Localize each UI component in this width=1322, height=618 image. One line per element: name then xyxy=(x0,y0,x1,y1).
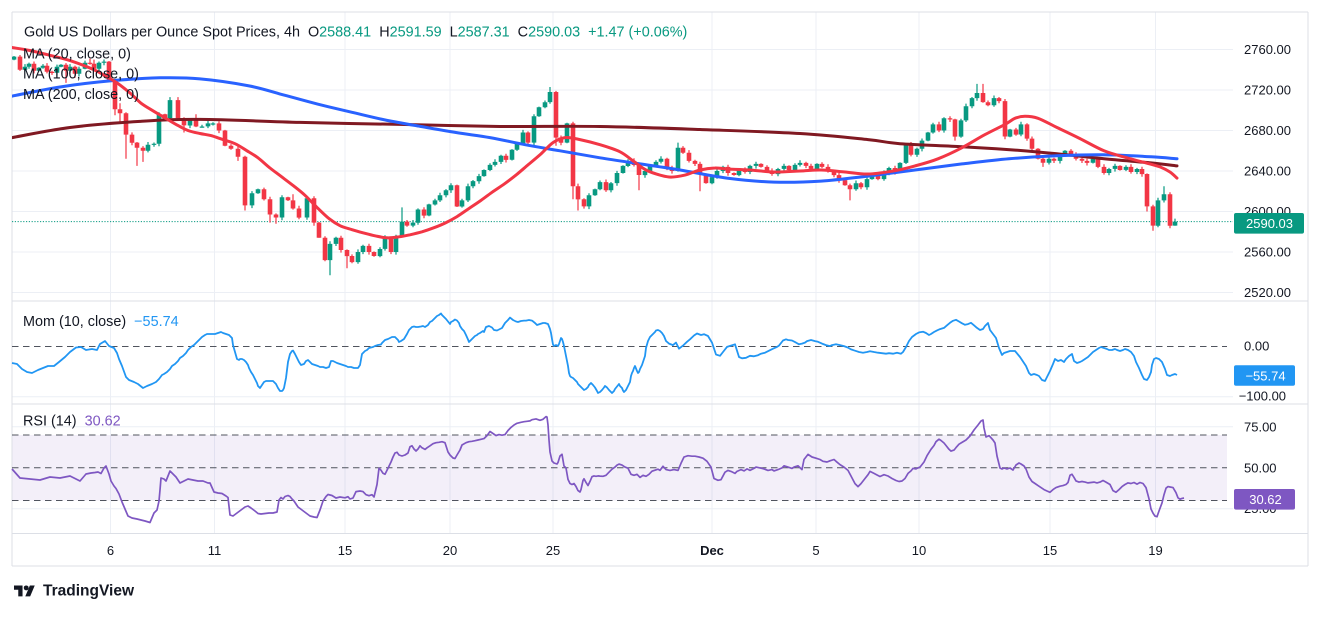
svg-text:0.00: 0.00 xyxy=(1244,339,1269,354)
svg-text:−55.74: −55.74 xyxy=(1245,368,1285,383)
svg-text:2640.00: 2640.00 xyxy=(1244,164,1291,179)
svg-text:2720.00: 2720.00 xyxy=(1244,83,1291,98)
svg-text:TradingView: TradingView xyxy=(43,583,135,600)
svg-text:2590.03: 2590.03 xyxy=(1246,216,1293,231)
svg-text:19: 19 xyxy=(1148,543,1162,558)
svg-text:20: 20 xyxy=(443,543,457,558)
svg-text:Gold US Dollars per Ounce Spot: Gold US Dollars per Ounce Spot Prices, 4… xyxy=(24,25,687,41)
svg-text:15: 15 xyxy=(338,543,352,558)
svg-text:MA (20, close, 0): MA (20, close, 0) xyxy=(23,46,131,62)
svg-text:50.00: 50.00 xyxy=(1244,460,1277,475)
svg-text:11: 11 xyxy=(208,543,222,558)
svg-text:2680.00: 2680.00 xyxy=(1244,123,1291,138)
svg-text:10: 10 xyxy=(912,543,926,558)
svg-text:5: 5 xyxy=(812,543,819,558)
svg-text:Mom (10, close) −55.74: Mom (10, close) −55.74 xyxy=(23,314,179,330)
svg-text:2560.00: 2560.00 xyxy=(1244,245,1291,260)
svg-text:MA (200, close, 0): MA (200, close, 0) xyxy=(23,87,139,103)
svg-text:25: 25 xyxy=(546,543,560,558)
svg-text:RSI (14) 30.62: RSI (14) 30.62 xyxy=(23,414,121,430)
svg-text:75.00: 75.00 xyxy=(1244,419,1277,434)
svg-text:−100.00: −100.00 xyxy=(1239,389,1286,404)
svg-text:2760.00: 2760.00 xyxy=(1244,42,1291,57)
svg-text:Dec: Dec xyxy=(700,543,724,558)
svg-text:15: 15 xyxy=(1043,543,1057,558)
svg-text:30.62: 30.62 xyxy=(1249,492,1282,507)
svg-text:MA (100, close, 0): MA (100, close, 0) xyxy=(23,66,139,82)
svg-text:6: 6 xyxy=(107,543,114,558)
svg-text:2520.00: 2520.00 xyxy=(1244,285,1291,300)
